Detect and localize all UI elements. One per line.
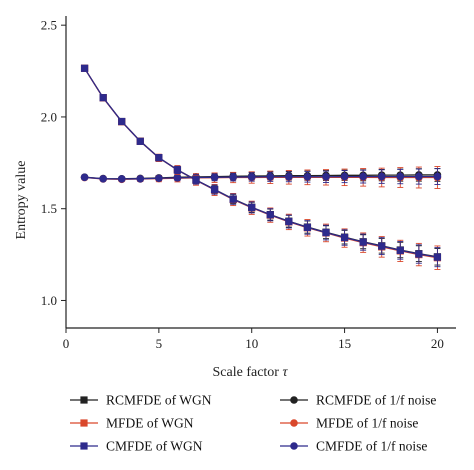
legend: RCMFDE of WGN MFDE of WGN CMFDE of WGN RCMF… xyxy=(70,393,436,454)
series-0 xyxy=(80,64,442,266)
legend-item: RCMFDE of 1/f noise xyxy=(280,393,436,408)
data-point xyxy=(285,172,293,181)
legend-item: CMFDE of WGN xyxy=(70,439,203,454)
data-point xyxy=(80,64,89,72)
data-point xyxy=(303,172,312,181)
x-tick-label: 10 xyxy=(245,336,258,351)
series-line xyxy=(84,67,438,258)
legend-marker xyxy=(80,396,88,404)
data-point xyxy=(303,223,312,232)
data-point xyxy=(248,203,256,212)
x-tick-label: 15 xyxy=(338,336,351,351)
data-point xyxy=(173,174,182,182)
y-tick-label: 2.0 xyxy=(41,109,57,124)
data-point xyxy=(136,137,144,145)
legend-marker xyxy=(80,419,88,427)
data-point xyxy=(229,195,237,203)
data-point xyxy=(173,166,182,174)
legend-marker xyxy=(290,442,298,450)
series-line xyxy=(84,67,438,259)
data-point xyxy=(210,186,219,194)
legend-label: CMFDE of WGN xyxy=(106,439,203,454)
data-point xyxy=(415,172,423,181)
data-point xyxy=(117,175,126,183)
x-tick-label: 0 xyxy=(63,336,70,351)
legend-marker xyxy=(290,419,298,427)
legend-item: CMFDE of 1/f noise xyxy=(280,439,427,454)
data-point xyxy=(359,172,367,181)
data-point xyxy=(210,173,219,182)
series-3 xyxy=(80,168,442,183)
series-1 xyxy=(80,64,442,270)
legend-item: MFDE of WGN xyxy=(70,416,194,431)
data-point xyxy=(155,174,163,183)
data-point xyxy=(285,217,293,226)
data-point xyxy=(322,228,330,237)
data-point xyxy=(433,172,442,181)
data-point xyxy=(396,246,404,254)
x-tick-label: 5 xyxy=(156,336,163,351)
data-point xyxy=(266,211,274,219)
data-point xyxy=(118,117,126,126)
data-point xyxy=(99,174,107,183)
series-2 xyxy=(80,64,442,268)
y-axis-label: Entropy value xyxy=(14,161,29,240)
data-point xyxy=(155,154,163,162)
legend-item: RCMFDE of WGN xyxy=(70,393,212,408)
y-tick-label: 1.5 xyxy=(41,201,57,216)
legend-marker xyxy=(80,442,88,450)
data-point xyxy=(378,242,386,250)
data-point xyxy=(415,250,423,258)
data-point xyxy=(247,173,256,181)
x-axis-label: Scale factor τ xyxy=(213,365,289,380)
plot-area xyxy=(80,64,442,270)
data-point xyxy=(377,172,386,181)
legend-label: RCMFDE of 1/f noise xyxy=(316,393,436,408)
data-point xyxy=(340,172,349,181)
legend-label: RCMFDE of WGN xyxy=(106,393,212,408)
legend-label: MFDE of WGN xyxy=(106,416,194,431)
series-line xyxy=(84,67,438,258)
x-tick-label: 20 xyxy=(431,336,444,351)
data-point xyxy=(322,172,330,181)
legend-item: MFDE of 1/f noise xyxy=(280,416,418,431)
data-point xyxy=(340,233,349,242)
data-point xyxy=(229,173,237,181)
data-point xyxy=(359,238,367,246)
series-5 xyxy=(80,168,442,185)
legend-label: CMFDE of 1/f noise xyxy=(316,439,427,454)
data-point xyxy=(396,172,405,181)
legend-marker xyxy=(290,396,298,404)
data-point xyxy=(192,176,200,184)
data-point xyxy=(433,253,442,261)
data-point xyxy=(266,172,275,181)
axes: 0 5 10 15 20 1.0 1.5 2.0 2.5 xyxy=(41,16,456,351)
data-point xyxy=(136,174,145,183)
data-point xyxy=(99,94,107,102)
y-tick-label: 2.5 xyxy=(41,18,57,33)
y-tick-label: 1.0 xyxy=(41,293,57,308)
data-point xyxy=(80,173,89,182)
legend-label: MFDE of 1/f noise xyxy=(316,416,418,431)
